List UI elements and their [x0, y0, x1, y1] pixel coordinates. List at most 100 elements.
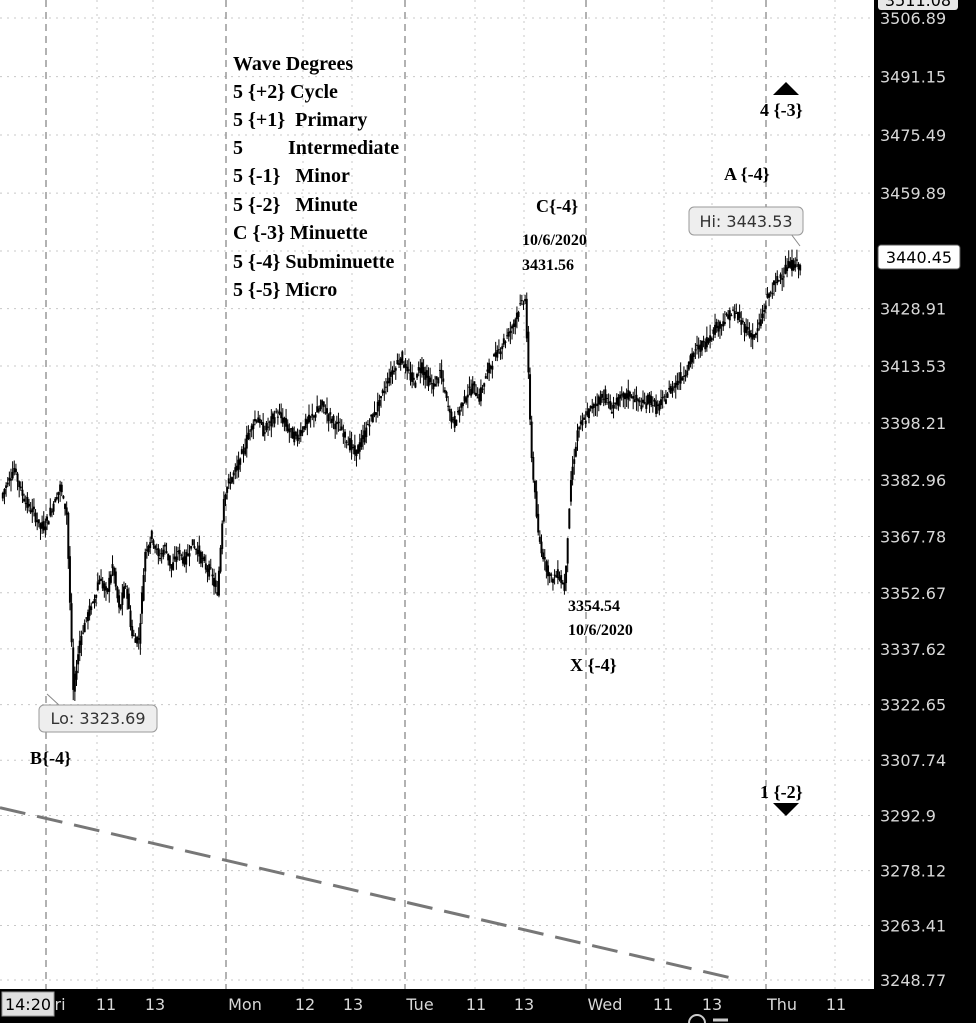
- x-tick-label: Mon: [228, 995, 262, 1014]
- candle-body: [792, 260, 795, 270]
- candle-body: [229, 481, 232, 484]
- low-callout-text: Lo: 3323.69: [50, 709, 145, 728]
- candle-body: [404, 363, 407, 368]
- candle-body: [774, 282, 777, 284]
- candle-body: [704, 341, 707, 350]
- candle-body: [181, 557, 184, 564]
- candle-body: [134, 638, 137, 643]
- x-tick-label: Wed: [588, 995, 623, 1014]
- candle-body: [5, 485, 8, 489]
- candle-body: [267, 426, 270, 428]
- candle-body: [129, 610, 132, 628]
- candle-body: [67, 512, 70, 559]
- candle-body: [511, 326, 514, 329]
- candle-body: [507, 331, 510, 337]
- x-tick-label: 13: [702, 995, 722, 1014]
- candle-body: [348, 438, 351, 451]
- price-axis: [874, 0, 976, 1023]
- candle-body: [303, 426, 306, 430]
- low-callout: Lo: 3323.69: [38, 693, 158, 733]
- candle-body: [188, 553, 191, 557]
- candle-body: [771, 293, 774, 295]
- candle-body: [85, 617, 88, 619]
- candle-body: [116, 587, 119, 599]
- candle-body: [62, 495, 65, 499]
- candle-body: [255, 420, 258, 422]
- candle-body: [41, 522, 44, 529]
- candle-body: [782, 276, 785, 278]
- candle-body: [206, 568, 209, 572]
- candle-body: [759, 319, 762, 326]
- x-tick-label: 12: [295, 995, 315, 1014]
- y-tick-label: 3428.91: [880, 300, 946, 319]
- candle-body: [753, 334, 756, 338]
- candle-body: [270, 416, 273, 427]
- candle-body: [304, 418, 307, 429]
- candle-body: [473, 381, 476, 386]
- candle-body: [150, 530, 153, 540]
- candle-body: [118, 595, 121, 608]
- candle-body: [583, 417, 586, 420]
- candle-body: [420, 362, 423, 374]
- candle-body: [399, 358, 402, 365]
- candle-body: [378, 400, 381, 406]
- candle-body: [756, 328, 759, 332]
- y-tick-label: 3506.89: [880, 9, 946, 28]
- candle-body: [714, 324, 717, 335]
- candle-body: [39, 523, 42, 529]
- top-partial-tick-text: 3511.08: [885, 0, 951, 10]
- candle-body: [660, 399, 663, 406]
- high-callout-text: Hi: 3443.53: [699, 212, 792, 231]
- y-tick-label: 3475.49: [880, 126, 946, 145]
- candle-body: [224, 494, 227, 500]
- wave1-label: 1 {-2}: [760, 782, 803, 802]
- candle-body: [437, 378, 440, 384]
- candle-body: [1, 493, 4, 499]
- candle-body: [29, 510, 32, 513]
- candle-body: [64, 503, 67, 509]
- candle-body: [314, 414, 317, 418]
- candle-body: [746, 327, 749, 330]
- candle-body: [376, 401, 379, 412]
- candle-body: [743, 323, 746, 333]
- candle-body: [178, 550, 181, 555]
- candle-body: [455, 419, 458, 426]
- candle-body: [605, 397, 608, 399]
- candle-body: [301, 430, 304, 434]
- candle-body: [299, 429, 302, 437]
- candle-body: [121, 592, 124, 606]
- candle-body: [678, 381, 681, 383]
- candle-body: [558, 576, 561, 580]
- candle-body: [34, 512, 37, 523]
- candle-body: [628, 391, 631, 397]
- candle-body: [339, 429, 342, 431]
- candle-body: [447, 405, 450, 407]
- legend-line-8: 5 {-5} Micro: [233, 279, 337, 301]
- candle-body: [438, 369, 441, 371]
- y-tick-label: 3352.67: [880, 584, 946, 603]
- candle-body: [594, 404, 597, 406]
- candle-body: [275, 411, 278, 413]
- candle-body: [298, 438, 301, 440]
- candle-body: [493, 354, 496, 357]
- candle-body: [383, 391, 386, 393]
- candle-body: [158, 557, 161, 559]
- candle-body: [602, 398, 605, 400]
- candle-body: [258, 418, 261, 424]
- scroll-indicator-icon[interactable]: [688, 1014, 728, 1023]
- candle-body: [607, 402, 610, 404]
- candle-body: [569, 479, 572, 502]
- candle-body: [527, 331, 530, 373]
- candle-body: [344, 431, 347, 438]
- x-price-label: 3354.54: [568, 598, 620, 615]
- candle-body: [617, 397, 620, 406]
- candle-body: [638, 400, 641, 403]
- candle-body: [309, 416, 312, 418]
- wave-degrees-legend: Wave Degrees 5 {+2} Cycle 5 {+1} Primary…: [233, 53, 399, 301]
- candle-body: [776, 276, 779, 284]
- x-tick-label: Thu: [766, 995, 797, 1014]
- candle-body: [718, 321, 721, 329]
- candle-body: [124, 585, 127, 587]
- candle-body: [96, 582, 99, 591]
- candle-body: [543, 557, 546, 560]
